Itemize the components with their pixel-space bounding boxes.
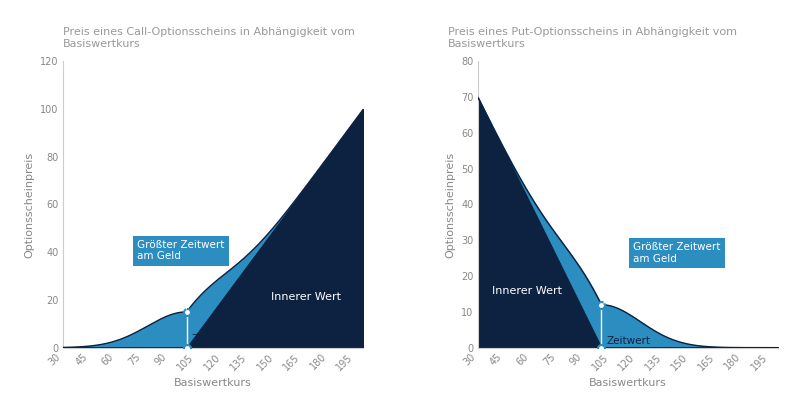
Text: Zeitwert: Zeitwert xyxy=(192,334,236,344)
Text: Preis eines Put-Optionsscheins in Abhängigkeit vom
Basiswertkurs: Preis eines Put-Optionsscheins in Abhäng… xyxy=(448,27,737,49)
Text: Größter Zeitwert
am Geld: Größter Zeitwert am Geld xyxy=(604,242,721,303)
Y-axis label: Optionsscheinpreis: Optionsscheinpreis xyxy=(24,151,35,258)
X-axis label: Basiswertkurs: Basiswertkurs xyxy=(174,378,252,387)
Text: Zeitwert: Zeitwert xyxy=(607,336,651,346)
Y-axis label: Optionsscheinpreis: Optionsscheinpreis xyxy=(446,151,456,258)
Text: Innerer Wert: Innerer Wert xyxy=(271,292,341,302)
Text: Preis eines Call-Optionsscheins in Abhängigkeit vom
Basiswertkurs: Preis eines Call-Optionsscheins in Abhän… xyxy=(63,27,354,49)
Text: Größter Zeitwert
am Geld: Größter Zeitwert am Geld xyxy=(137,240,225,309)
X-axis label: Basiswertkurs: Basiswertkurs xyxy=(589,378,667,387)
Text: Innerer Wert: Innerer Wert xyxy=(492,286,562,296)
